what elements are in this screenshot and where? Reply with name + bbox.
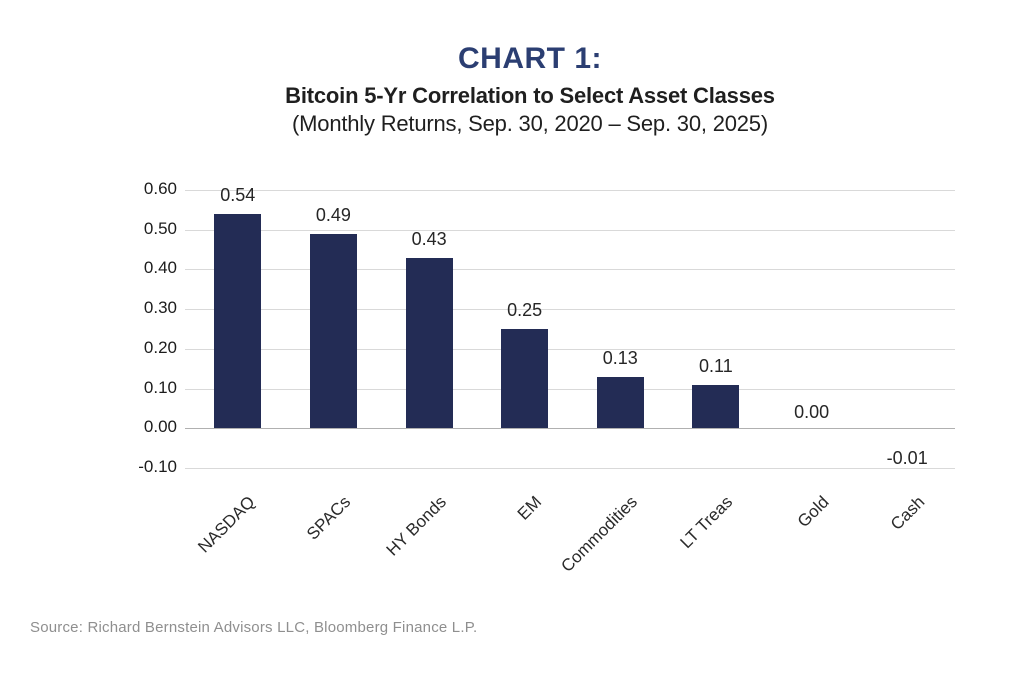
gridline	[185, 348, 955, 350]
chart-subtitle: (Monthly Returns, Sep. 30, 2020 – Sep. 3…	[292, 111, 768, 137]
gridline	[185, 309, 955, 311]
x-axis-label: SPACs	[302, 492, 355, 544]
y-axis-tick: 0.50	[143, 218, 177, 238]
bar-nasdaq	[214, 213, 262, 429]
gridline	[185, 229, 955, 231]
y-axis-tick: 0.10	[143, 377, 177, 397]
x-axis-label: HY Bonds	[382, 492, 450, 560]
bar-lt-treas	[692, 384, 740, 429]
x-axis-label: Cash	[886, 492, 928, 534]
value-label: 0.49	[315, 204, 351, 225]
source-note: Source: Richard Bernstein Advisors LLC, …	[30, 619, 478, 636]
gridline	[185, 388, 955, 390]
y-axis-tick: 0.60	[143, 179, 177, 198]
x-axis-label: Commodities	[557, 492, 642, 576]
chart-kicker: CHART 1:	[458, 42, 602, 75]
gridline	[185, 190, 955, 191]
bar-spacs	[309, 233, 357, 429]
value-label: 0.25	[507, 300, 543, 320]
value-label: 0.00	[794, 402, 830, 423]
bar-hy-bonds	[405, 257, 453, 429]
gridline	[185, 269, 955, 271]
x-axis-label: EM	[513, 492, 546, 524]
value-label: 0.11	[699, 355, 733, 376]
value-label: -0.01	[886, 448, 928, 469]
x-axis-label: Gold	[793, 492, 833, 532]
y-axis-tick: -0.10	[138, 457, 177, 476]
chart-title: Bitcoin 5-Yr Correlation to Select Asset…	[285, 83, 775, 108]
bar-em	[501, 329, 549, 429]
x-axis-label: LT Treas	[676, 492, 737, 553]
bar-commodities	[596, 376, 644, 429]
y-axis-tick: 0.00	[143, 417, 177, 437]
value-label: 0.43	[411, 228, 447, 249]
x-axis-label: NASDAQ	[194, 492, 259, 557]
gridline	[185, 468, 955, 469]
y-axis-tick: 0.30	[143, 298, 177, 318]
y-axis-tick: 0.20	[143, 337, 177, 357]
value-label: 0.13	[602, 347, 638, 368]
value-label: 0.54	[220, 184, 256, 205]
title-block: CHART 1: Bitcoin 5-Yr Correlation to Sel…	[36, 42, 1024, 137]
zero-gridline	[185, 428, 955, 430]
y-axis-tick: 0.40	[143, 258, 177, 278]
